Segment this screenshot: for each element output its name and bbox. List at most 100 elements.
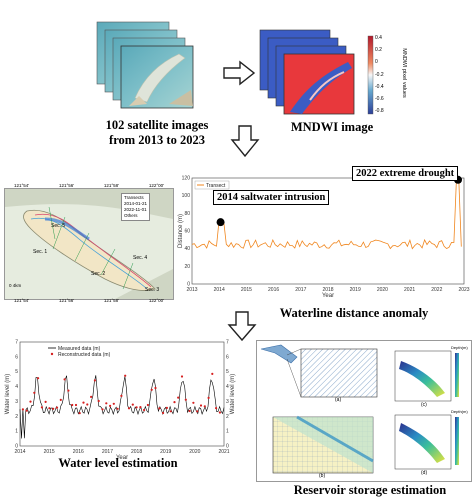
water-level-caption: Water level estimation — [58, 456, 178, 470]
reservoir-svg — [260, 344, 459, 474]
mndwi-colorbar-tick: 0 — [375, 59, 378, 66]
mndwi-image-stack — [259, 29, 374, 115]
reconstructed-point — [180, 375, 184, 378]
waterline-xtick: 2016 — [268, 287, 279, 293]
map-section-label: Sec. 2 — [91, 271, 106, 277]
water-level-ytick-left: 4 — [15, 384, 18, 390]
reconstructed-point — [124, 374, 127, 377]
reconstructed-point — [74, 403, 78, 407]
water-level-ytick-left: 6 — [15, 354, 18, 360]
water-level-xtick: 2015 — [44, 449, 55, 455]
measured-series-line — [19, 375, 225, 439]
waterline-ytick: 20 — [184, 264, 190, 270]
waterline-xtick: 2017 — [295, 287, 306, 293]
map-section-label: Sec. 5 — [51, 223, 66, 229]
reconstructed-point — [86, 403, 89, 406]
map-lon-labels-top: 121°54' 121°56' 121°58' 122°00' — [14, 183, 164, 188]
map-legend-item: Transects — [124, 195, 144, 200]
reconstructed-point — [192, 401, 195, 404]
water-level-xtick: 2021 — [218, 449, 229, 455]
waterline-xtick: 2014 — [214, 287, 225, 293]
reconstructed-point — [154, 386, 157, 390]
water-level-ytick-left: 5 — [15, 369, 18, 375]
reconstructed-point — [55, 406, 59, 409]
map-section-label: Sec. 3 — [145, 287, 160, 293]
reconstructed-legend-label: Reconstructed data (m) — [58, 352, 111, 358]
reconstructed-point — [25, 409, 28, 412]
water-level-xtick: 2017 — [102, 449, 113, 455]
mndwi-front-image — [283, 53, 355, 115]
waterline-xtick: 2023 — [458, 287, 469, 293]
mndwi-colorbar-tick: -0.4 — [375, 83, 384, 90]
reconstructed-point — [215, 407, 218, 410]
waterline-series-line — [191, 179, 462, 250]
waterline-legend — [194, 180, 230, 190]
reconstructed-point — [93, 379, 96, 382]
water-level-ytick-left: 1 — [15, 429, 18, 435]
map-section-label: Sec. 1 — [33, 249, 48, 255]
reconstructed-point — [101, 408, 104, 411]
depth-colorbar-title: Depth(m) — [451, 409, 468, 414]
reconstructed-point — [127, 407, 131, 410]
water-level-ytick-right: 1 — [226, 429, 229, 435]
reconstructed-point — [48, 407, 51, 410]
reconstructed-point — [59, 398, 62, 401]
satellite-front-image — [120, 45, 194, 109]
reconstructed-legend-swatch — [50, 352, 54, 356]
water-level-xtick: 2016 — [73, 449, 84, 455]
waterline-xtick: 2015 — [241, 287, 252, 293]
water-level-chart: 0 0 1 1 2 2 3 3 4 4 5 5 6 6 7 7 2014 2015 2016 2017 2018 2019… — [5, 340, 236, 461]
reservoir-figure: (a) (b) (c) (d) Depth(m) Depth(m) — [256, 340, 472, 482]
reconstructed-point — [37, 377, 40, 380]
reconstructed-point — [116, 407, 119, 410]
waterline-xtick: 2022 — [431, 287, 442, 293]
reconstructed-point — [52, 407, 55, 410]
reconstructed-point — [165, 406, 168, 409]
map-legend-item: 2022-11-01 — [124, 207, 147, 212]
reconstructed-point — [199, 404, 203, 407]
water-level-ytick-right: 6 — [226, 354, 229, 360]
reconstructed-point — [207, 396, 210, 399]
reconstructed-point — [135, 406, 138, 409]
depth-colorbar — [455, 417, 459, 465]
reconstructed-point — [150, 388, 153, 391]
reconstructed-point — [29, 400, 32, 403]
study-area-map: Sec. 5 Sec. 1 Sec. 4 Sec. 2 Sec. 3 Trans… — [4, 188, 174, 300]
waterline-xtick: 2019 — [350, 287, 361, 293]
reconstructed-point — [139, 406, 142, 409]
reconstructed-point — [158, 407, 161, 410]
water-level-ytick-left: 3 — [15, 399, 18, 405]
mndwi-colorbar-tick: -0.2 — [375, 71, 384, 78]
reconstructed-point — [63, 378, 66, 381]
water-level-ytick-right: 2 — [226, 414, 229, 420]
water-level-xlabel: Year — [116, 455, 128, 460]
reservoir-hatch-panel — [300, 348, 378, 398]
waterline-ytick: 100 — [182, 193, 191, 199]
reconstructed-point — [71, 403, 74, 407]
waterline-caption: Waterline distance anomaly — [279, 306, 429, 320]
panel-label-c: (c) — [421, 402, 427, 408]
panel-label-a: (a) — [335, 397, 342, 403]
panel-label-d: (d) — [421, 470, 428, 476]
reconstructed-point — [78, 412, 81, 415]
extreme-drought-annotation: 2022 extreme drought — [352, 166, 459, 181]
reconstructed-point — [162, 411, 165, 415]
reconstructed-point — [203, 405, 206, 408]
reconstructed-point — [218, 411, 221, 414]
reconstructed-point — [90, 395, 93, 398]
reconstructed-point — [173, 401, 176, 404]
reconstructed-point — [184, 398, 187, 401]
arrow-down-icon — [227, 311, 257, 342]
waterline-ytick: 60 — [184, 229, 190, 235]
water-level-xtick: 2018 — [131, 449, 142, 455]
water-level-ytick-right: 7 — [226, 340, 229, 346]
mndwi-colorbar — [367, 35, 374, 115]
reconstructed-point — [112, 402, 115, 405]
depth-colorbar-title: Depth(m) — [451, 345, 468, 350]
waterline-ytick: 0 — [187, 282, 190, 288]
mndwi-colorbar-label: MNDWI pixel values — [401, 48, 407, 98]
water-level-ytick-right: 4 — [226, 384, 229, 390]
water-level-ytick-right: 3 — [226, 399, 229, 405]
mndwi-colorbar-ticks: 0.4 0.2 0 -0.2 -0.4 -0.6 -0.8 — [375, 33, 395, 114]
